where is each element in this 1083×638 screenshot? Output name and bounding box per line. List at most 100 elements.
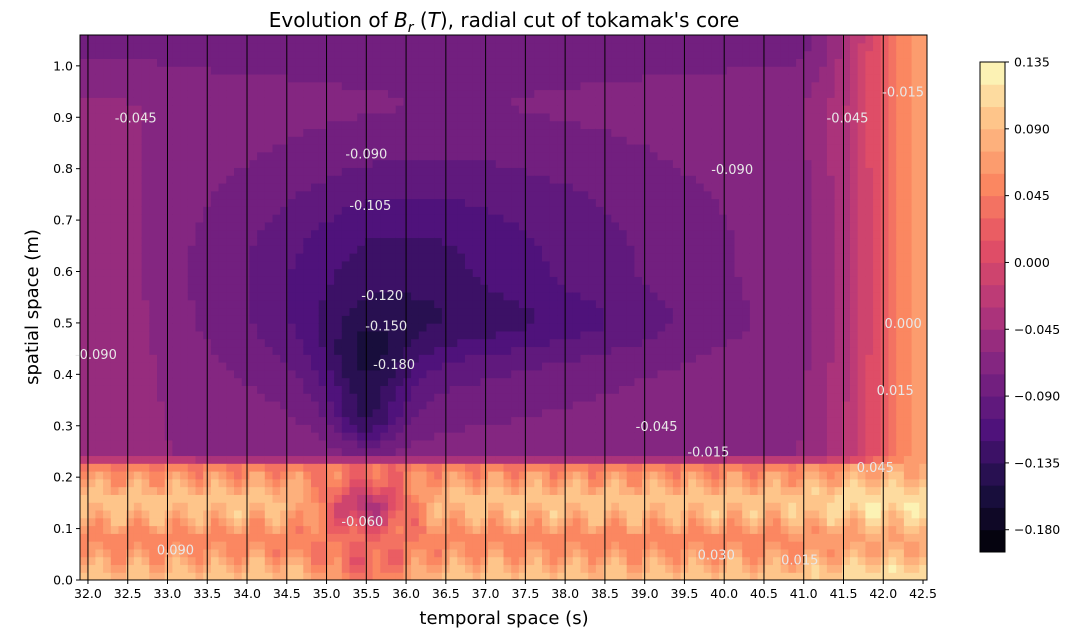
heatmap-cell	[341, 253, 351, 262]
heatmap-cell	[472, 206, 481, 215]
heatmap-cell	[180, 144, 189, 153]
heatmap-cell	[357, 291, 366, 301]
heatmap-cell	[334, 416, 343, 425]
heatmap-cell	[87, 42, 96, 52]
heatmap-cell	[457, 338, 466, 348]
heatmap-cell	[588, 346, 597, 355]
heatmap-cell	[126, 572, 135, 580]
heatmap-cell	[472, 175, 481, 184]
heatmap-cell	[542, 393, 551, 402]
heatmap-cell	[318, 369, 327, 379]
heatmap-cell	[303, 73, 312, 83]
heatmap-cell	[80, 276, 89, 285]
heatmap-cell	[572, 408, 582, 418]
heatmap-cell	[187, 315, 197, 324]
heatmap-cell	[234, 151, 243, 161]
heatmap-cell	[149, 221, 158, 231]
heatmap-cell	[503, 284, 512, 293]
heatmap-cell	[195, 564, 204, 573]
heatmap-cell	[472, 385, 481, 394]
heatmap-cell	[110, 221, 120, 231]
heatmap-cell	[411, 299, 420, 309]
heatmap-cell	[218, 175, 227, 184]
heatmap-cell	[164, 424, 173, 433]
heatmap-cell	[241, 432, 250, 441]
heatmap-cell	[549, 81, 558, 91]
heatmap-cell	[595, 424, 605, 433]
heatmap-cell	[395, 260, 404, 270]
heatmap-cell	[572, 291, 582, 301]
heatmap-cell	[403, 338, 412, 348]
heatmap-cell	[118, 307, 127, 316]
heatmap-cell	[280, 541, 289, 550]
heatmap-cell	[257, 284, 266, 293]
heatmap-cell	[426, 346, 435, 355]
heatmap-cell	[380, 66, 389, 75]
heatmap-cell	[341, 58, 351, 67]
heatmap-cell	[364, 128, 374, 137]
heatmap-cell	[619, 369, 628, 379]
heatmap-cell	[257, 206, 266, 215]
heatmap-cell	[118, 385, 127, 394]
heatmap-cell	[249, 73, 258, 83]
heatmap-cell	[480, 548, 489, 558]
heatmap-cell	[380, 35, 389, 44]
heatmap-cell	[341, 494, 351, 503]
heatmap-cell	[595, 463, 605, 472]
heatmap-cell	[572, 128, 582, 137]
heatmap-cell	[495, 315, 505, 324]
heatmap-cell	[572, 315, 582, 324]
heatmap-cell	[418, 268, 428, 277]
heatmap-cell	[164, 167, 173, 176]
heatmap-cell	[495, 253, 505, 262]
heatmap-cell	[457, 253, 466, 262]
heatmap-cell	[380, 494, 389, 503]
heatmap-cell	[180, 221, 189, 231]
heatmap-cell	[272, 541, 281, 550]
heatmap-cell	[403, 330, 412, 340]
heatmap-cell	[457, 198, 466, 207]
heatmap-cell	[572, 393, 582, 402]
heatmap-cell	[87, 214, 96, 223]
heatmap-cell	[241, 447, 250, 457]
heatmap-cell	[264, 167, 274, 176]
heatmap-cell	[303, 50, 312, 59]
heatmap-cell	[95, 260, 104, 270]
heatmap-cell	[249, 369, 258, 379]
heatmap-cell	[465, 478, 474, 488]
heatmap-cell	[149, 112, 158, 122]
heatmap-cell	[326, 393, 335, 402]
heatmap-cell	[603, 556, 612, 566]
heatmap-cell	[187, 206, 197, 215]
heatmap-cell	[557, 354, 566, 363]
heatmap-cell	[187, 58, 197, 67]
heatmap-cell	[133, 548, 143, 558]
heatmap-cell	[133, 478, 143, 488]
heatmap-cell	[580, 354, 589, 363]
heatmap-cell	[180, 424, 189, 433]
heatmap-cell	[357, 299, 366, 309]
heatmap-cell	[180, 432, 189, 441]
heatmap-cell	[126, 284, 135, 293]
heatmap-cell	[210, 245, 220, 254]
heatmap-cell	[572, 112, 582, 122]
heatmap-cell	[287, 486, 297, 495]
heatmap-cell	[110, 50, 120, 59]
heatmap-cell	[218, 517, 227, 527]
heatmap-cell	[272, 494, 281, 503]
heatmap-cell	[349, 564, 358, 573]
heatmap-cell	[411, 237, 420, 246]
heatmap-cell	[457, 175, 466, 184]
heatmap-cell	[103, 517, 112, 527]
heatmap-cell	[619, 330, 628, 340]
heatmap-cell	[457, 307, 466, 316]
heatmap-cell	[149, 369, 158, 379]
heatmap-cell	[141, 268, 150, 277]
heatmap-cell	[95, 35, 104, 44]
heatmap-cell	[364, 541, 374, 550]
heatmap-cell	[157, 416, 166, 425]
heatmap-cell	[249, 315, 258, 324]
heatmap-cell	[80, 369, 89, 379]
heatmap-cell	[372, 58, 381, 67]
heatmap-cell	[449, 533, 458, 542]
